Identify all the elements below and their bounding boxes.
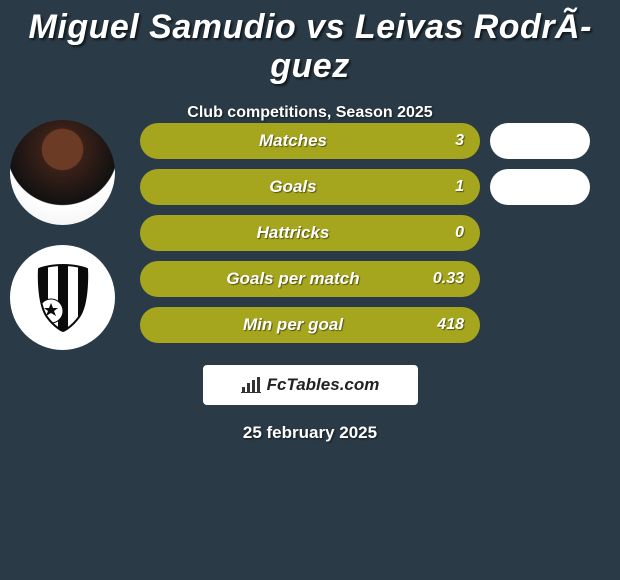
stat-row: Hattricks 0 (140, 210, 600, 256)
attribution-text: FcTables.com (267, 375, 380, 395)
page-title: Miguel Samudio vs Leivas RodrÃ­guez (0, 0, 620, 86)
stat-pill-right (490, 123, 590, 159)
stat-label: Goals (156, 177, 430, 197)
stat-label: Hattricks (156, 223, 430, 243)
stat-pill-left: Goals 1 (140, 169, 480, 205)
shield-icon (33, 263, 93, 333)
stat-row: Matches 3 (140, 118, 600, 164)
player2-club-logo (10, 245, 115, 350)
stat-row: Min per goal 418 (140, 302, 600, 348)
stat-label: Goals per match (156, 269, 430, 289)
stat-pill-left: Matches 3 (140, 123, 480, 159)
footer: FcTables.com 25 february 2025 (0, 350, 620, 443)
player1-avatar (10, 120, 115, 225)
barchart-icon (241, 377, 261, 393)
stats-area: Matches 3 Goals 1 Hattricks 0 Goals per … (140, 118, 600, 348)
attribution-badge: FcTables.com (203, 365, 418, 405)
stat-value-left: 3 (430, 132, 464, 150)
stat-value-left: 0.33 (430, 270, 464, 288)
stat-label: Matches (156, 131, 430, 151)
stat-value-left: 0 (430, 224, 464, 242)
stat-pill-left: Hattricks 0 (140, 215, 480, 251)
stat-pill-left: Goals per match 0.33 (140, 261, 480, 297)
avatars-column (10, 120, 120, 370)
stat-label: Min per goal (156, 315, 430, 335)
stat-value-left: 418 (430, 316, 464, 334)
stat-row: Goals per match 0.33 (140, 256, 600, 302)
stat-value-left: 1 (430, 178, 464, 196)
stat-row: Goals 1 (140, 164, 600, 210)
date-text: 25 february 2025 (0, 423, 620, 443)
stat-pill-right (490, 169, 590, 205)
stat-pill-left: Min per goal 418 (140, 307, 480, 343)
